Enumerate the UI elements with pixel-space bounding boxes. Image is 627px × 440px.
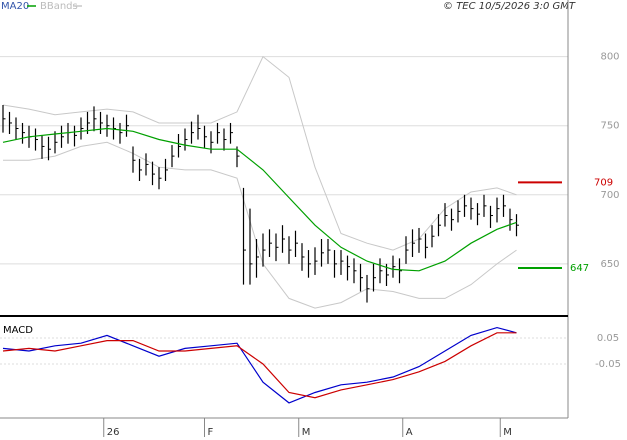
macd-line	[2, 332, 517, 399]
y-tick-label: 0.05	[597, 333, 619, 344]
x-tick-label: M	[503, 427, 512, 438]
y-tick-label: 650	[600, 259, 619, 270]
x-tick-label: F	[208, 427, 214, 438]
y-tick-label: 750	[600, 121, 619, 132]
y-tick-label: 800	[600, 52, 619, 63]
legend-label: BBands	[40, 1, 78, 12]
macd-line	[2, 326, 517, 404]
x-tick-label: A	[406, 427, 413, 438]
ma-line	[2, 127, 517, 272]
bband-upper	[2, 55, 517, 251]
macd-title: MACD	[3, 325, 33, 336]
level-label: 709	[594, 177, 613, 188]
y-tick-label: -0.05	[595, 359, 621, 370]
x-tick-label: 26	[107, 427, 120, 438]
legend-label: MA20	[1, 1, 29, 12]
x-tick-label: M	[302, 427, 311, 438]
stamp: © TEC 10/5/2026 3:0 GMT	[443, 1, 576, 12]
level-label: 647	[570, 263, 589, 274]
y-tick-label: 700	[600, 190, 619, 201]
